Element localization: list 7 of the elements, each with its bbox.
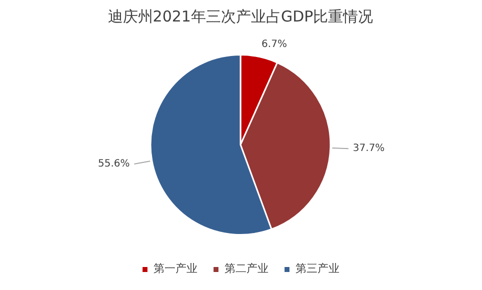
legend-label: 第三产业 — [296, 261, 340, 276]
legend-label: 第二产业 — [224, 261, 268, 276]
data-label: 37.7% — [352, 143, 385, 154]
legend-label: 第一产业 — [154, 261, 198, 276]
data-label: 6.7% — [262, 39, 287, 50]
data-label: 55.6% — [98, 158, 130, 170]
chart-title: 迪庆州2021年三次产业占GDP比重情况 — [108, 8, 374, 26]
